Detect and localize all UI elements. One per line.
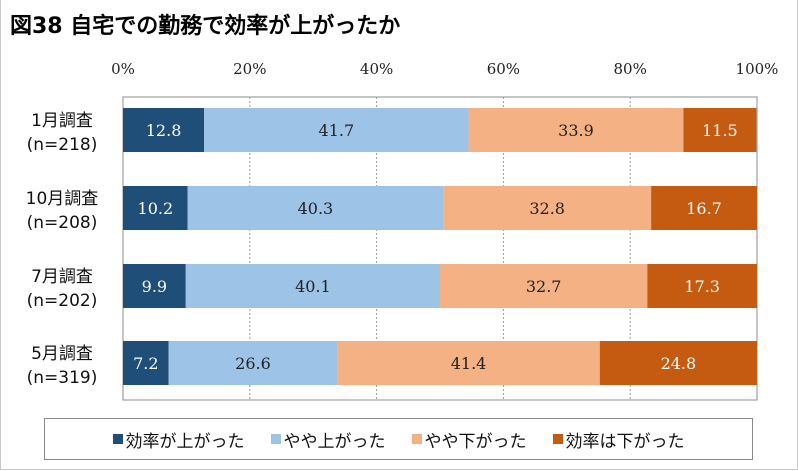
x-tick-label: 60% [487,60,520,78]
category-n-label: (n=202) [27,291,98,311]
bar-segment [123,264,186,308]
chart-legend: 効率が上がった やや上がった やや下がった 効率は下がった [44,418,753,460]
bar-segment [187,186,444,230]
bar-segment [123,108,205,152]
category-n-label: (n=319) [27,368,98,388]
data-label: 24.8 [661,354,697,373]
data-label: 26.6 [235,354,271,373]
bar-segment [443,186,652,230]
legend-swatch-icon [112,434,123,444]
legend-label: やや上がった [283,431,386,452]
legend-swatch-icon [411,434,422,444]
data-label: 12.8 [146,121,182,140]
data-label: 11.5 [702,121,738,140]
legend-swatch-icon [270,434,281,444]
bar-segment [204,108,469,152]
data-label: 17.3 [684,277,720,296]
data-label: 40.3 [298,199,334,218]
data-label: 7.2 [133,354,158,373]
x-tick-label: 0% [111,60,135,78]
category-n-label: (n=208) [27,213,98,233]
bar-segment [683,108,757,152]
bar-segment [123,186,188,230]
legend-item: 効率が上がった [112,427,245,452]
category-label: 10月調査 [26,189,99,209]
legend-item: やや下がった [411,427,527,452]
bar-segment [337,341,600,385]
category-label: 7月調査 [31,267,93,287]
bar-segment [647,264,757,308]
data-label: 9.9 [142,277,167,296]
bar-segment [168,341,338,385]
bar-segment [185,264,440,308]
category-label: 1月調査 [31,111,93,131]
data-label: 32.8 [529,199,565,218]
data-label: 10.2 [138,199,174,218]
legend-item: 効率は下がった [552,427,685,452]
data-label: 41.7 [319,121,355,140]
category-label: 5月調査 [31,344,93,364]
bar-segment [440,264,648,308]
legend-swatch-icon [552,434,563,444]
data-label: 33.9 [558,121,594,140]
x-tick-label: 100% [736,60,779,78]
legend-label: やや下がった [424,431,527,452]
bar-segment [651,186,757,230]
x-tick-label: 20% [233,60,266,78]
legend-label: 効率は下がった [565,431,685,452]
plot-area [122,96,758,401]
x-tick-label: 40% [360,60,393,78]
category-n-label: (n=218) [27,135,98,155]
x-tick-label: 80% [614,60,647,78]
data-label: 16.7 [686,199,722,218]
data-label: 32.7 [526,277,562,296]
legend-label: 効率が上がった [125,431,245,452]
bar-segment [468,108,684,152]
bar-segment [123,341,169,385]
data-label: 41.4 [451,354,487,373]
bar-segment [599,341,757,385]
legend-item: やや上がった [270,427,386,452]
data-label: 40.1 [295,277,331,296]
chart-title: 図38 自宅での勤務で効率が上がったか [10,14,401,39]
